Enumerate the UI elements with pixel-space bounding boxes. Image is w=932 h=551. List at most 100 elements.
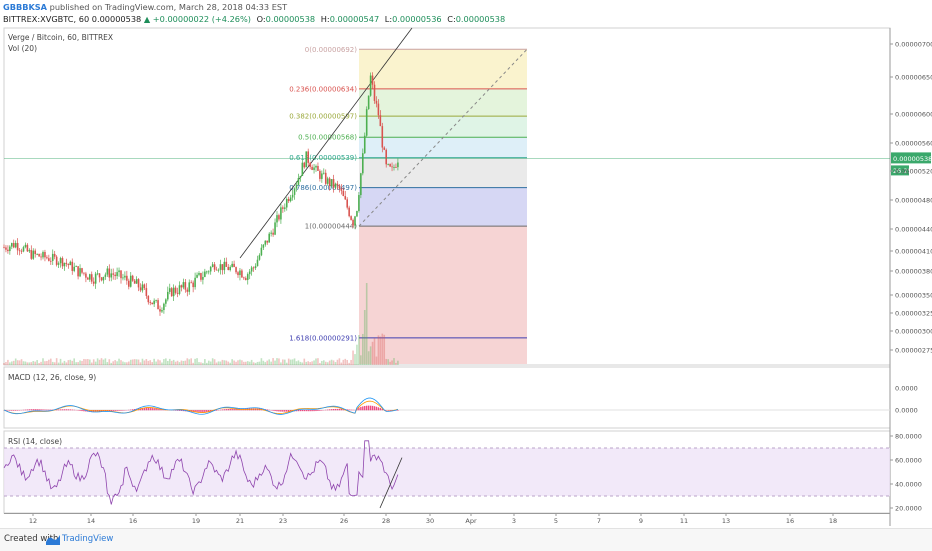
volume-bar [344,359,346,365]
fib-label: 0.382(0.00000597) [289,113,357,121]
volume-bar [165,358,167,365]
volume-bar [130,360,132,365]
volume-bar [325,362,327,365]
candle-body [261,248,263,255]
macd-histogram-bar [113,410,114,411]
candle-body [337,184,339,186]
candle-body [315,166,317,168]
price-tick-label: 0.00000325 [895,310,932,318]
candle-body [54,254,56,257]
candle-body [181,285,183,287]
chart-canvas[interactable]: 0(0.00000692)0.236(0.00000634)0.382(0.00… [0,0,932,528]
volume-bar [185,361,187,365]
price-tick-label: 0.00000350 [895,292,932,300]
volume-bar [292,359,294,365]
candle-body [309,163,311,167]
candle-body [185,282,187,290]
volume-bar [243,362,245,365]
macd-title: MACD (12, 26, close, 9) [8,373,96,382]
volume-bar [73,358,75,365]
macd-histogram-bar [31,409,32,410]
candle-body [370,76,372,96]
candle-body [167,292,169,299]
candle-body [109,269,111,278]
price-tick-label: 0.00000410 [895,248,932,256]
macd-histogram-bar [278,410,279,411]
volume-bar [75,362,77,365]
candle-body [83,273,85,274]
macd-histogram-bar [372,406,373,410]
volume-bar [307,361,309,365]
time-tick-label: 16 [129,517,137,525]
volume-bar [346,360,348,365]
candle-body [376,101,378,104]
time-tick-label: 7 [597,517,601,525]
macd-histogram-bar [231,409,232,410]
candle-body [300,176,302,178]
candle-body [212,264,214,267]
candle-body [58,263,60,265]
candle-body [15,243,17,247]
volume-bar [140,362,142,365]
volume-bar [331,360,333,365]
price-tick-label: 0.00000520 [895,168,932,176]
volume-bar [329,361,331,365]
tradingview-link[interactable]: TradingView [62,534,113,544]
volume-bar [352,351,354,365]
candle-body [356,211,358,216]
macd-histogram-bar [25,410,26,411]
volume-bar [350,360,352,365]
macd-histogram-bar [366,406,367,411]
macd-histogram-bar [9,410,10,411]
fib-label: 0(0.00000692) [305,46,357,54]
volume-bar [175,362,177,365]
macd-histogram-bar [284,410,285,412]
volume-bar [212,358,214,365]
macd-histogram-bar [272,410,273,411]
candle-body [93,282,95,284]
candle-body [311,167,313,170]
volume-bar [335,362,337,365]
candle-body [208,271,210,272]
macd-histogram-bar [64,409,65,410]
candle-body [19,250,21,251]
volume-bar [155,362,157,365]
macd-histogram-bar [118,410,119,411]
macd-histogram-bar [17,410,18,411]
candle-body [183,282,185,287]
macd-histogram-bar [58,409,59,410]
candle-body [298,178,300,185]
volume-bar [224,360,226,365]
candle-body [120,270,122,278]
volume-bar [179,362,181,365]
candle-body [192,283,194,287]
volume-bar [304,359,306,365]
candle-body [140,287,142,290]
time-tick-label: 9 [639,517,643,525]
candle-body [198,273,200,275]
volume-bar [21,359,23,365]
fib-zone [359,188,527,226]
candle-body [266,241,268,243]
volume-bar [235,362,237,365]
candle-body [66,263,68,264]
candle-body [40,257,42,258]
time-tick-label: 26 [340,517,348,525]
fib-zone [359,89,527,116]
fib-label: 1.618(0.00000291) [289,334,357,342]
macd-histogram-bar [38,409,39,410]
candle-body [60,258,62,263]
candle-body [346,199,348,207]
macd-histogram-bar [60,409,61,410]
candle-body [44,252,46,257]
candle-body [50,261,52,262]
macd-histogram-bar [333,409,334,410]
candle-body [397,163,399,168]
candle-body [290,198,292,202]
volume-bar [68,360,70,365]
volume-bar [249,362,251,365]
macd-histogram-bar [228,409,229,410]
volume-bar [237,360,239,365]
candle-body [395,167,397,168]
candle-body [389,164,391,167]
